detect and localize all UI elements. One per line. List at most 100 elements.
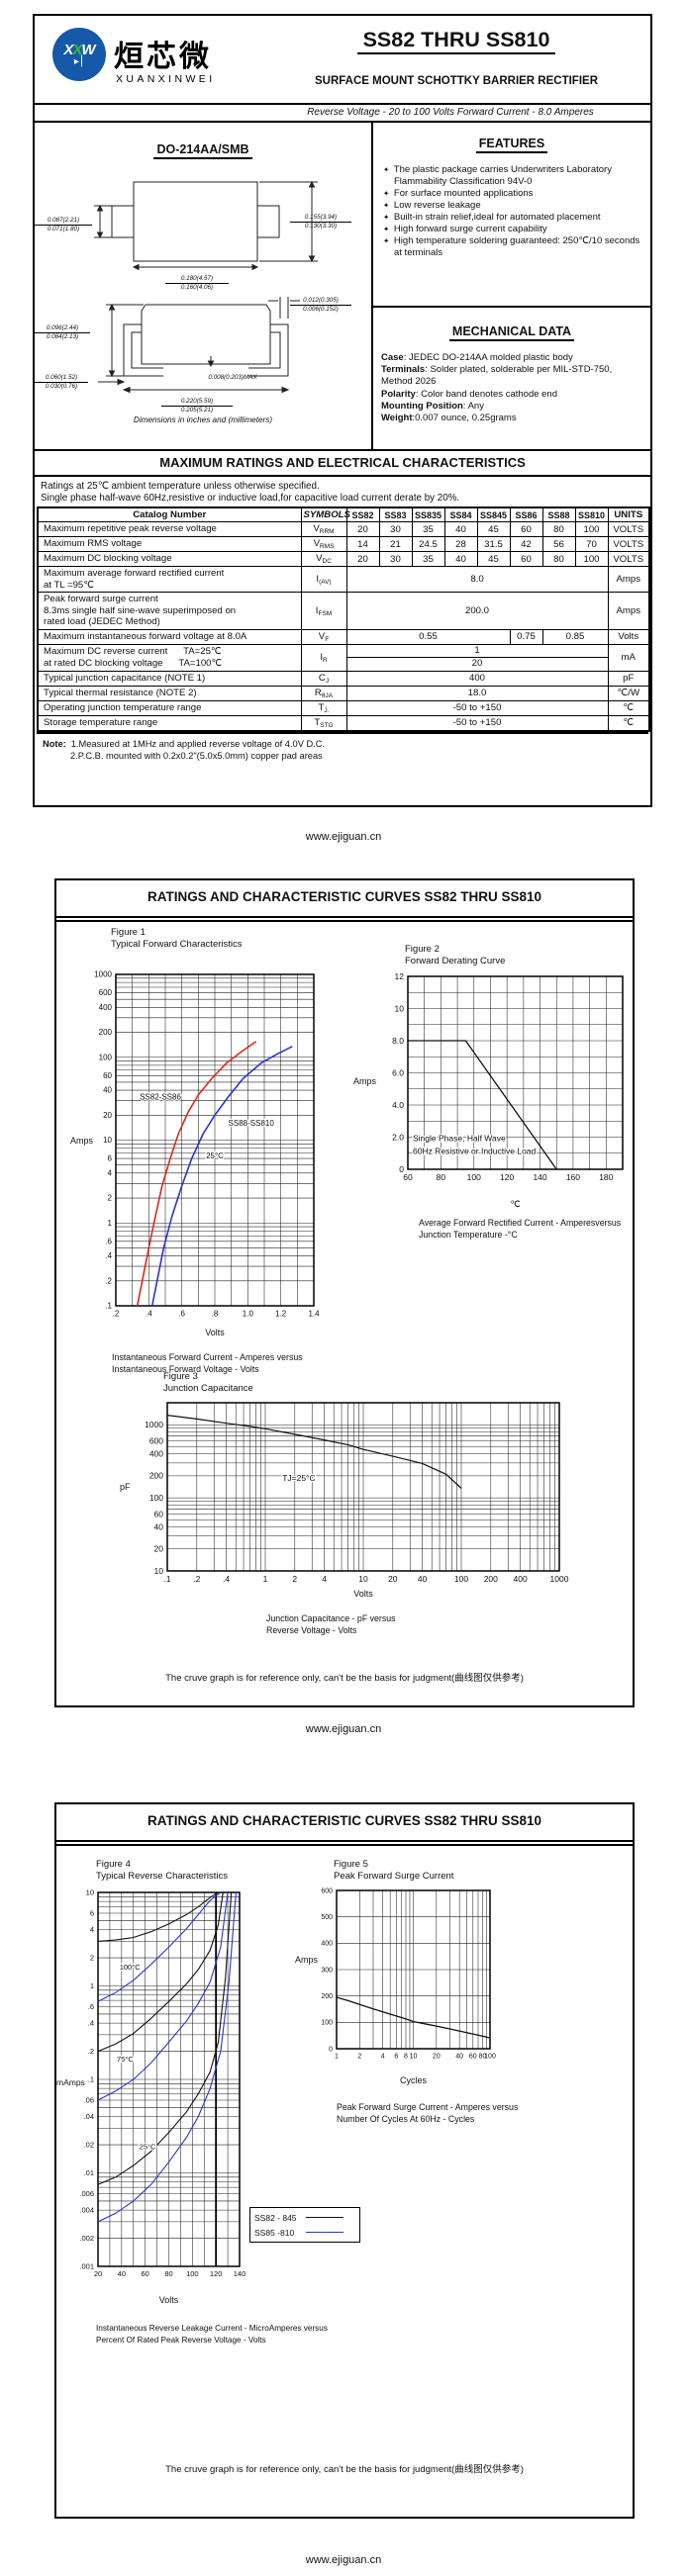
- dim-value: 0.087(2.21): [35, 217, 92, 227]
- table-header-cell: SS810: [574, 506, 609, 522]
- svg-text:.6: .6: [88, 2002, 94, 2011]
- value-cell: 40: [443, 521, 478, 537]
- brand-logo: XXW ▸⎮: [52, 28, 106, 81]
- series-ss85-810-25c: [97, 1891, 237, 2223]
- figure-subtitle: Forward Derating Curve: [405, 956, 506, 966]
- figure1-chart: .2.4.6.8 1.0 1.2 1.4 1000 600 400 200 100 60 40 20 1…: [94, 970, 320, 1319]
- units-cell: mA: [607, 643, 650, 672]
- svg-text:.6: .6: [105, 1237, 112, 1245]
- parameter-cell: Maximum instantaneous forward voltage at…: [37, 628, 302, 645]
- svg-text:.2: .2: [193, 1574, 200, 1584]
- symbol-subscript: STG: [320, 721, 334, 729]
- value-cell: 30: [378, 521, 413, 537]
- dim-body-length: 0.180(4.57) 0.160(4.06): [165, 275, 229, 292]
- svg-text:60Hz Resistive or Inductive Lo: 60Hz Resistive or Inductive Load: [413, 1147, 537, 1156]
- chart-canvas: 60 80 100 120 140 160 180 0 2.0 4.0 6.0 8.0 10 12 Sing…: [392, 971, 624, 1182]
- caption-line: Junction Capacitance - pF versus: [266, 1613, 396, 1623]
- caption-line: Instantaneous Reverse Leakage Current - …: [96, 2324, 328, 2333]
- footer-url[interactable]: www.ejiguan.cn: [305, 831, 382, 843]
- caption-line: Peak Forward Surge Current - Amperes ver…: [337, 2102, 519, 2112]
- caption-line: Reverse Voltage - Volts: [266, 1625, 357, 1635]
- figure-number: Figure 5: [334, 1859, 368, 1870]
- caption-line: Instantaneous Forward Current - Amperes …: [112, 1352, 303, 1362]
- feature-item: ✦ High temperature soldering guaranteed:…: [383, 235, 640, 258]
- svg-text:60: 60: [141, 2269, 148, 2278]
- svg-text:8.0: 8.0: [392, 1036, 404, 1046]
- svg-text:60: 60: [403, 1172, 413, 1182]
- mechanical-data-list: Case: JEDEC DO-214AA molded plastic body…: [381, 352, 644, 424]
- svg-text:140: 140: [533, 1172, 546, 1182]
- svg-text:200: 200: [99, 1028, 113, 1037]
- units-cell: ℃/W: [607, 685, 650, 701]
- mechanical-label: Weight: [381, 413, 413, 424]
- table-row: Maximum DC reverse current TA=25℃ at rat…: [37, 643, 650, 672]
- value-cell: 8.0: [345, 565, 609, 594]
- dim-terminal-width: 0.087(2.21) 0.071(1.80): [35, 217, 92, 233]
- reference-note: The cruve graph is for reference only, c…: [165, 2464, 524, 2475]
- value-cell: -50 to +150: [345, 699, 609, 716]
- divider: [371, 123, 373, 449]
- value-cell: 20: [345, 551, 380, 567]
- svg-text:100: 100: [454, 1574, 468, 1584]
- mechanical-line: Polarity: Color band denotes cathode end: [381, 388, 557, 400]
- symbol-subscript: J: [325, 677, 330, 685]
- svg-text:1: 1: [108, 1219, 113, 1228]
- svg-text:1000: 1000: [145, 1420, 163, 1429]
- divider: [35, 475, 650, 477]
- series-surge: [336, 1996, 491, 2039]
- svg-text:2: 2: [90, 1954, 94, 1963]
- table-row: Maximum DC blocking voltage VDC 20 30 35 40 45…: [37, 551, 650, 567]
- footer-url[interactable]: www.ejiguan.cn: [305, 1723, 382, 1735]
- svg-text:180: 180: [599, 1172, 613, 1182]
- svg-text:4.0: 4.0: [392, 1100, 404, 1110]
- symbol-subscript: DC: [322, 558, 332, 565]
- svg-text:0: 0: [399, 1164, 404, 1174]
- svg-text:.2: .2: [105, 1276, 112, 1285]
- figure-subtitle: Typical Forward Characteristics: [111, 939, 243, 950]
- logo-monogram: XXW: [63, 41, 95, 58]
- datasheet-page-2: RATINGS AND CHARACTERISTIC CURVES SS82 T…: [54, 878, 635, 1707]
- svg-text:6.0: 6.0: [392, 1067, 404, 1077]
- value-line: 1: [346, 645, 608, 659]
- symbol-subscript: J.: [324, 706, 330, 714]
- svg-text:SS82-SS86: SS82-SS86: [140, 1092, 181, 1101]
- chart-canvas: .2.4.6.8 1.0 1.2 1.410006004002001006040201…: [94, 970, 320, 1319]
- svg-text:20: 20: [388, 1574, 398, 1584]
- units-cell: VOLTS: [607, 521, 650, 537]
- svg-text:.1: .1: [88, 2074, 94, 2083]
- units-cell: Amps: [607, 592, 650, 630]
- condition-line: Single phase half-wave 60Hz,resistive or…: [41, 492, 460, 504]
- curves-heading-band: RATINGS AND CHARACTERISTIC CURVES SS82 T…: [56, 880, 633, 918]
- figure5-title: Figure 5 Peak Forward Surge Current: [334, 1859, 453, 1883]
- units-cell: Volts: [607, 628, 650, 645]
- table-header-cell: SS82: [345, 506, 380, 522]
- dim-value: 0.205(5.21): [180, 407, 214, 414]
- footer-url[interactable]: www.ejiguan.cn: [305, 2554, 382, 2566]
- svg-text:100: 100: [484, 2054, 496, 2061]
- divider: [35, 103, 650, 105]
- page-title: SS82 THRU SS810: [272, 28, 640, 54]
- figure3-y-axis-label: pF: [120, 1482, 131, 1492]
- symbol-cell: IFSM: [300, 592, 347, 630]
- feature-item: ✦ High forward surge current capability: [383, 224, 547, 234]
- ratings-conditions: Ratings at 25℃ ambient temperature unles…: [41, 481, 644, 504]
- package-dimensions-caption: Dimensions in inches and (millimeters): [133, 415, 273, 424]
- svg-text:100: 100: [99, 1053, 113, 1061]
- svg-text:1: 1: [263, 1574, 268, 1584]
- figure1-x-axis-label: Volts: [205, 1328, 225, 1337]
- svg-text:1000: 1000: [550, 1574, 569, 1584]
- bullet-icon: ✦: [383, 165, 390, 174]
- figure4-title: Figure 4 Typical Reverse Characteristics: [96, 1859, 228, 1883]
- caption-line: Instantaneous Forward Voltage - Volts: [112, 1364, 259, 1374]
- svg-text:10: 10: [358, 1574, 368, 1584]
- svg-text:1: 1: [90, 1981, 94, 1990]
- table-header-cell: SS86: [509, 506, 543, 522]
- table-header-cell: SS84: [443, 506, 478, 522]
- datasheet-page-3: RATINGS AND CHARACTERISTIC CURVES SS82 T…: [54, 1802, 635, 2519]
- svg-text:6: 6: [108, 1154, 113, 1163]
- table-header-cell: SS83: [378, 506, 413, 522]
- series-ss88-ss810: [150, 1046, 293, 1307]
- diode-icon: ▸⎮: [73, 55, 85, 67]
- symbol-cell: VDC: [300, 551, 347, 567]
